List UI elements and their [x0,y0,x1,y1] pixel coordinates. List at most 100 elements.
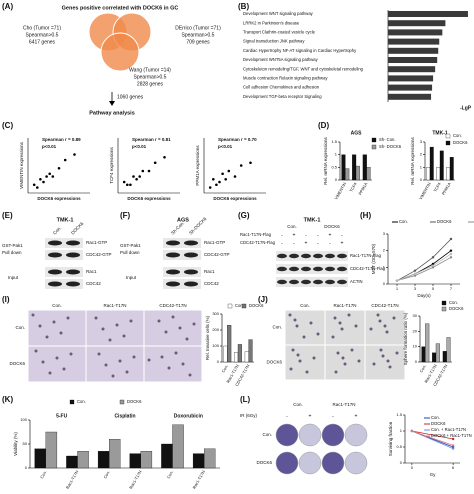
bar [388,66,436,73]
category-label: Muscle contraction Relaxin signaling pat… [243,76,328,81]
label: - [305,232,307,238]
bar [436,167,441,181]
category-label: Transport Clathrin-coated vesicle cycle [243,30,316,35]
plate [298,423,322,447]
cell-dot [192,322,196,326]
bar [429,146,434,181]
label: CDC42-T17N-Flag [350,266,386,271]
bar [172,424,184,469]
band [66,252,80,258]
band [48,269,62,275]
bar [223,345,228,363]
bar [227,325,232,363]
y-tick-label: 2 [383,248,386,253]
set-text: Cho (Tumor =71) [23,25,61,31]
band [313,266,323,272]
point [395,279,399,282]
series-line [411,430,454,440]
band [166,240,180,246]
set-text: 6417 genes [29,39,56,45]
bar [388,29,443,36]
bar [388,38,440,45]
bar [66,455,78,469]
bar [388,93,432,100]
label: Pull down [120,250,140,255]
bar [388,57,438,63]
band [277,279,287,285]
point [32,183,36,187]
series-line [411,430,454,449]
cell-dot [334,370,338,374]
cell-dot [31,313,35,317]
band [325,266,335,272]
legend-swatch [445,140,451,146]
label: Con. [300,303,310,308]
legend-label: DOCK6 [437,219,452,224]
point [431,262,435,266]
y-tick-label: 30 [413,313,418,318]
label: - [317,240,319,246]
cell-dot [309,321,313,325]
label: Rac1-T17N [333,303,356,308]
series-line [396,238,452,282]
y-tick-label: 0.5 [396,444,402,449]
bar [432,352,437,363]
x-axis-label: DOCK6 expressions [127,196,171,201]
cell-dot [185,337,189,341]
band [184,252,198,258]
point [163,155,166,159]
cell-dot [296,353,300,357]
x-tick-label: PPM1A [441,181,452,196]
panel-label: (L) [240,395,251,404]
point [431,264,435,267]
series-line [396,256,452,282]
bar [388,75,434,82]
cell-dot [52,320,56,324]
y-axis-label: Sphere formation ratio (%) [403,312,408,365]
set-text: Spearman>0.5 [182,32,215,38]
cell-dot [341,356,345,360]
bar [234,352,239,363]
legend-label: DOCK6 [127,399,142,404]
cell-dot [178,326,182,330]
label: DOCK6 [324,224,340,229]
y-axis-label: PPM1A expressions [195,145,200,186]
group-label: Cisplatin [114,413,135,419]
point [51,175,55,178]
band [301,253,311,259]
y-tick-label: 1 [400,428,403,433]
bar [388,84,433,91]
cell-dot [167,366,171,370]
point [39,177,42,181]
x-tick-label: TCF4 [348,181,358,193]
cell-dot [378,319,382,323]
cell-dot [132,355,136,359]
point [153,161,157,165]
label: + [341,240,344,246]
blot-strip [276,264,348,274]
bar [204,448,216,469]
cell-dot [312,356,316,360]
band [48,240,62,246]
category-label: Development WNT signaling pathway [243,11,314,16]
panel-label: (E) [2,211,13,220]
label: CDC42 [204,281,219,286]
blot-strip [45,250,83,260]
band [66,269,80,275]
y-axis-label: Rel. mRNA expressions [323,136,328,184]
x-axis-label: Gy [430,472,437,477]
legend-swatch [69,399,75,405]
set-text: DErrico (Tumor =71) [175,25,221,31]
band [289,279,299,285]
bar [244,351,249,363]
blot-strip [163,267,201,277]
legend-swatch [241,303,247,309]
label: Pull down [2,250,22,255]
legend-swatch [441,300,447,306]
cell-dot [305,370,309,374]
legend-label: Con. [453,133,462,138]
chart-title: TMK-1 [432,130,447,136]
micrograph [28,310,86,346]
x-tick-label: Con. [221,364,230,374]
cell-dot [164,330,168,334]
